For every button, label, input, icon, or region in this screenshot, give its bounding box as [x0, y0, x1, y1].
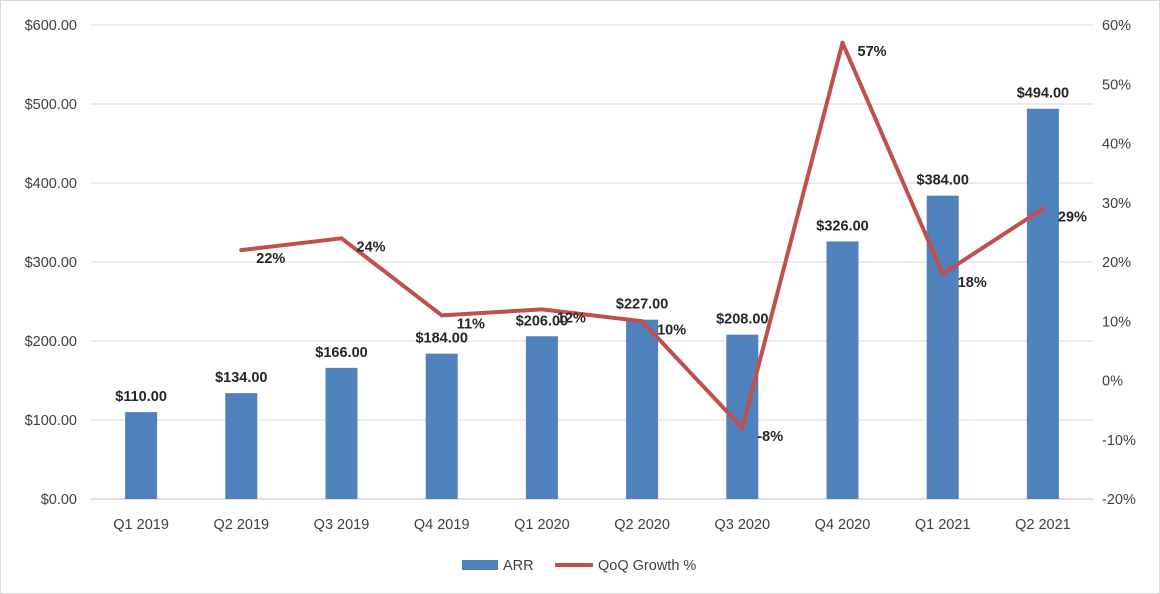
bar — [325, 367, 358, 499]
x-tick-label: Q2 2021 — [1015, 517, 1071, 533]
line-point — [339, 236, 344, 241]
right-tick-label: 10% — [1102, 314, 1131, 330]
bar-data-label: $227.00 — [616, 297, 668, 313]
growth-data-label: 29% — [1058, 210, 1087, 226]
bar-data-label: $166.00 — [315, 345, 367, 361]
line-point — [439, 313, 444, 318]
x-tick-label: Q1 2019 — [113, 517, 169, 533]
legend-label-qoq-growth: QoQ Growth % — [598, 558, 696, 574]
x-tick-label: Q4 2019 — [414, 517, 470, 533]
line-point — [840, 40, 845, 45]
bar-data-label: $208.00 — [716, 312, 768, 328]
bar-data-label: $184.00 — [415, 331, 467, 347]
arr-data-labels: $110.00 $134.00 $166.00 $184.00 $206.00 $227.… — [115, 86, 1069, 405]
right-tick-label: 30% — [1102, 196, 1131, 212]
growth-data-label: -8% — [757, 429, 783, 445]
bar — [425, 353, 458, 499]
x-tick-label: Q1 2020 — [514, 517, 570, 533]
growth-data-label: 11% — [457, 316, 485, 332]
bar — [125, 412, 158, 499]
x-tick-label: Q1 2021 — [915, 517, 971, 533]
right-tick-label: -20% — [1102, 492, 1136, 508]
bar — [626, 319, 659, 499]
x-axis-ticks: Q1 2019 Q2 2019 Q3 2019 Q4 2019 Q1 2020 Q2 20… — [113, 517, 1070, 533]
left-tick-label: $400.00 — [25, 176, 77, 192]
bar — [525, 336, 558, 499]
right-axis-ticks: -20% -10% 0% 10% 20% 30% 40% 50% 60% — [1102, 18, 1136, 508]
bar — [225, 393, 258, 499]
left-tick-label: $300.00 — [25, 255, 77, 271]
legend: ARR QoQ Growth % — [462, 558, 696, 574]
growth-data-label: 24% — [357, 239, 386, 255]
growth-data-label: 12% — [557, 310, 586, 326]
bar-data-label: $134.00 — [215, 370, 267, 386]
left-axis-ticks: $0.00 $100.00 $200.00 $300.00 $400.00 $500.00… — [25, 18, 77, 508]
left-tick-label: $0.00 — [41, 492, 77, 508]
x-tick-label: Q4 2020 — [815, 517, 871, 533]
bar — [826, 241, 859, 499]
line-point — [239, 248, 244, 253]
x-tick-label: Q2 2020 — [614, 517, 670, 533]
right-tick-label: 20% — [1102, 255, 1131, 271]
left-tick-label: $100.00 — [25, 413, 77, 429]
left-tick-label: $600.00 — [25, 18, 77, 34]
bar-data-label: $494.00 — [1017, 86, 1069, 102]
left-tick-label: $500.00 — [25, 97, 77, 113]
arr-bars — [125, 108, 1059, 500]
bar — [926, 195, 959, 499]
right-tick-label: 60% — [1102, 18, 1131, 34]
line-point — [1040, 206, 1045, 211]
right-tick-label: -10% — [1102, 433, 1136, 449]
growth-data-label: 57% — [858, 44, 887, 60]
right-tick-label: 40% — [1102, 137, 1131, 153]
growth-data-label: 10% — [657, 322, 686, 338]
legend-label-arr: ARR — [503, 558, 534, 574]
qoq-growth-line — [239, 40, 1045, 430]
right-tick-label: 50% — [1102, 77, 1131, 93]
line-point — [539, 307, 544, 312]
gridlines — [91, 24, 1093, 500]
growth-data-label: 18% — [958, 275, 987, 291]
x-tick-label: Q3 2020 — [714, 517, 770, 533]
line-point — [640, 319, 645, 324]
bar-data-label: $384.00 — [916, 173, 968, 189]
legend-swatch-arr — [462, 560, 498, 570]
line-point — [740, 425, 745, 430]
bar-data-label: $110.00 — [115, 389, 167, 405]
x-tick-label: Q2 2019 — [213, 517, 269, 533]
bar-data-label: $326.00 — [816, 218, 868, 234]
growth-data-label: 22% — [256, 251, 285, 267]
right-tick-label: 0% — [1102, 374, 1123, 390]
bar-data-label: $206.00 — [516, 313, 568, 329]
line-point — [940, 271, 945, 276]
x-tick-label: Q3 2019 — [314, 517, 370, 533]
bar — [1026, 108, 1059, 500]
left-tick-label: $200.00 — [25, 334, 77, 350]
growth-data-labels: 22% 24% 11% 12% 10% -8% 57% 18% 29% — [256, 44, 1087, 445]
